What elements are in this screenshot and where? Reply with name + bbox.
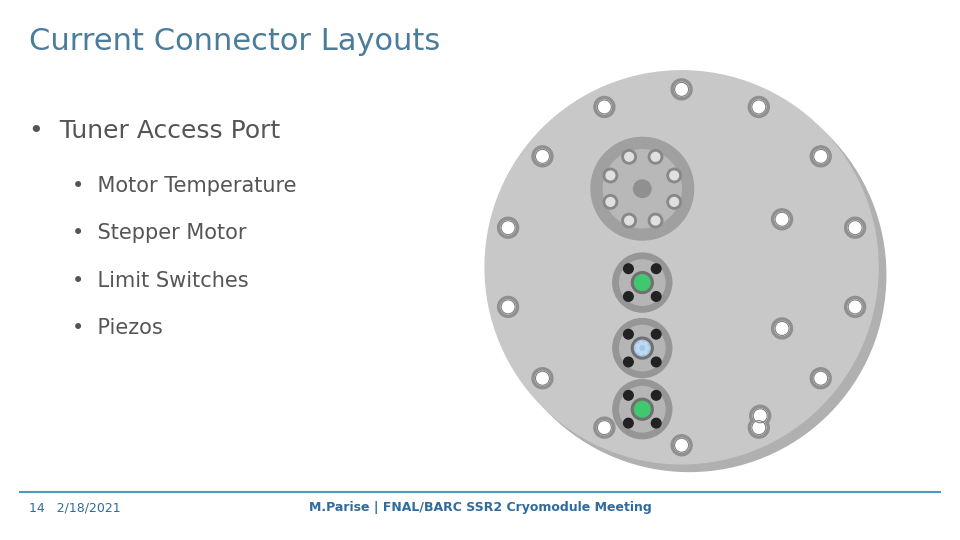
Circle shape [652,357,661,367]
Circle shape [632,399,653,420]
Circle shape [652,264,661,273]
Circle shape [749,417,769,438]
Circle shape [624,329,634,339]
Circle shape [591,137,694,240]
Circle shape [635,340,650,356]
Circle shape [635,275,650,291]
Circle shape [532,368,553,389]
Text: Current Connector Layouts: Current Connector Layouts [29,27,440,56]
Circle shape [845,296,866,318]
Text: •  Motor Temperature: • Motor Temperature [72,176,297,195]
Circle shape [648,213,662,228]
Circle shape [651,216,660,225]
Circle shape [619,260,665,305]
Circle shape [624,390,634,400]
Circle shape [648,150,662,164]
Circle shape [749,97,769,118]
Circle shape [810,368,831,389]
Circle shape [622,213,636,228]
Circle shape [532,146,553,167]
Circle shape [606,171,614,180]
Circle shape [625,216,634,225]
Circle shape [625,152,634,161]
Circle shape [635,401,650,417]
Circle shape [652,418,661,428]
Circle shape [651,152,660,161]
Text: •  Stepper Motor: • Stepper Motor [72,223,247,243]
Circle shape [671,435,692,456]
Circle shape [775,321,789,335]
Circle shape [632,272,653,294]
Circle shape [619,326,665,371]
Circle shape [671,79,692,100]
Circle shape [597,100,612,114]
Circle shape [675,438,688,452]
Circle shape [485,71,878,464]
Circle shape [594,97,614,118]
Circle shape [632,337,653,359]
Text: •  Tuner Access Port: • Tuner Access Port [29,119,280,143]
Circle shape [752,100,766,114]
Circle shape [497,296,518,318]
Text: •  Limit Switches: • Limit Switches [72,271,249,291]
Circle shape [848,300,862,314]
Circle shape [639,351,643,355]
Circle shape [594,417,614,438]
Circle shape [636,348,639,352]
Circle shape [612,319,672,377]
Circle shape [645,346,649,350]
Circle shape [845,217,866,238]
Circle shape [772,318,793,339]
Circle shape [652,329,661,339]
Circle shape [814,150,828,163]
Circle shape [670,198,679,206]
Circle shape [670,171,679,180]
Circle shape [603,168,617,183]
Circle shape [810,146,831,167]
Text: M.Parise | FNAL/BARC SSR2 Cryomodule Meeting: M.Parise | FNAL/BARC SSR2 Cryomodule Mee… [308,501,652,514]
Circle shape [639,341,643,345]
Circle shape [754,409,767,423]
Circle shape [775,212,789,226]
Circle shape [603,150,682,228]
Circle shape [752,421,766,435]
Circle shape [624,418,634,428]
Circle shape [624,264,634,273]
Circle shape [603,195,617,209]
Circle shape [624,357,634,367]
Circle shape [612,380,672,438]
Circle shape [652,292,661,301]
Circle shape [619,387,665,432]
Circle shape [501,221,516,235]
Circle shape [652,390,661,400]
Circle shape [644,342,647,346]
Circle shape [772,209,793,230]
Circle shape [612,253,672,312]
Circle shape [814,372,828,385]
Circle shape [597,421,612,435]
Circle shape [667,168,682,183]
Circle shape [675,83,688,96]
Text: 14   2/18/2021: 14 2/18/2021 [29,501,120,514]
Circle shape [624,292,634,301]
Circle shape [622,150,636,164]
Circle shape [636,344,639,348]
Circle shape [634,180,651,198]
Circle shape [606,198,614,206]
Circle shape [497,217,518,238]
Circle shape [492,78,886,471]
Circle shape [536,150,549,163]
Circle shape [848,221,862,235]
Circle shape [750,406,771,426]
Text: •  Piezos: • Piezos [72,318,163,338]
Circle shape [644,350,647,354]
Circle shape [667,195,682,209]
Circle shape [536,372,549,385]
Circle shape [501,300,516,314]
